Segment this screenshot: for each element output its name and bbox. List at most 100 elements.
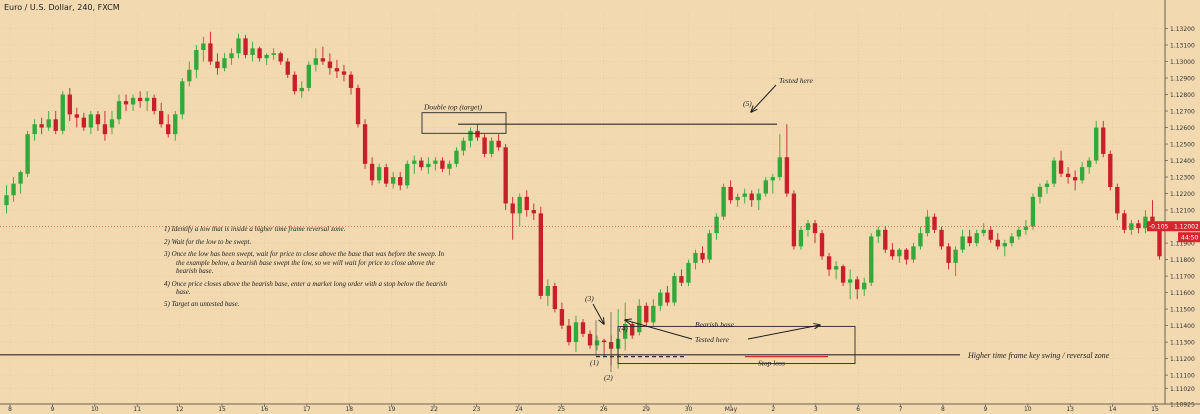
- candle-up: [376, 167, 382, 181]
- candle-up: [489, 140, 494, 154]
- candle-up: [686, 262, 691, 283]
- candle-down: [285, 61, 290, 75]
- candle-up: [714, 216, 719, 234]
- time-tick-label: 9: [983, 406, 987, 413]
- candle-up: [974, 233, 979, 244]
- time-tick-label: 17: [303, 406, 311, 413]
- price-tick-label: 1.11700: [1170, 274, 1195, 281]
- candle-up: [1087, 160, 1092, 168]
- candle-up: [1143, 216, 1148, 229]
- candle-down: [812, 223, 818, 234]
- candle-up: [447, 163, 452, 169]
- time-axis[interactable]: 8 9 10 11 12 15 16 17 18 19 22 23 24 25 26 29 30 May 2 3 6 7 8…: [0, 403, 1200, 413]
- candle-down: [700, 252, 705, 260]
- candle-down: [348, 74, 354, 88]
- candle-down: [362, 124, 368, 164]
- candle-down: [1101, 127, 1106, 154]
- candle-down: [904, 249, 909, 260]
- candle-down: [74, 114, 79, 118]
- candle-down: [123, 101, 129, 105]
- candle-down: [749, 193, 754, 201]
- tested-here-top-label: Tested here: [779, 76, 813, 85]
- time-tick-label: 18: [345, 406, 353, 413]
- time-tick-label: 26: [600, 406, 608, 413]
- candle-up: [222, 58, 227, 69]
- candle-up: [4, 195, 9, 206]
- candle-down: [890, 249, 895, 257]
- price-tick-label: 1.11900: [1170, 241, 1195, 248]
- candle-down: [939, 229, 944, 247]
- price-tick-label: 1.12100: [1170, 208, 1195, 215]
- candle-down: [566, 325, 572, 343]
- candle-up: [847, 279, 853, 283]
- candle-down: [482, 137, 487, 154]
- candle-up: [925, 216, 930, 234]
- candle-down: [665, 292, 670, 303]
- candle-up: [1023, 226, 1029, 230]
- price-axis[interactable]: 1.13200 1.13100 1.13000 1.12900 1.12800 1.127…: [1164, 0, 1200, 414]
- countdown-badge: 44:50: [1181, 235, 1198, 242]
- candle-down: [1058, 160, 1064, 174]
- candle-down: [334, 68, 340, 72]
- candle-down: [243, 38, 248, 55]
- candle-up: [173, 114, 178, 135]
- candle-down: [728, 186, 733, 201]
- candle-up: [953, 249, 958, 263]
- candle-up: [1129, 223, 1134, 230]
- candle-up: [271, 53, 276, 55]
- candle-up: [981, 229, 986, 234]
- price-tick-label: 1.11100: [1170, 373, 1195, 380]
- candle-down: [137, 97, 143, 102]
- time-tick-label: 2: [771, 406, 775, 413]
- price-tick-label: 1.12300: [1170, 175, 1195, 182]
- price-tick-label: 1.11800: [1170, 257, 1195, 264]
- candle-down: [292, 74, 297, 92]
- bearish-base-label: Bearish base: [695, 320, 735, 329]
- candle-up: [1079, 167, 1085, 181]
- double-top-label: Double top (target): [423, 102, 483, 111]
- candle-up: [391, 177, 396, 184]
- candle-up: [454, 150, 459, 164]
- candle-down: [840, 266, 846, 283]
- time-tick-label: 13: [1066, 406, 1074, 413]
- candle-up: [658, 292, 663, 306]
- candle-up: [201, 43, 206, 50]
- candle-up: [194, 49, 199, 70]
- time-tick-label: 11: [133, 406, 141, 413]
- candle-up: [405, 163, 410, 186]
- price-tick-label: 1.11500: [1170, 307, 1195, 314]
- candle-down: [151, 97, 157, 112]
- price-tick-label: 1.13100: [1170, 43, 1195, 50]
- candle-up: [594, 340, 600, 346]
- candle-down: [355, 87, 361, 125]
- price-tick-label: 1.12600: [1170, 125, 1195, 132]
- candle-down: [988, 229, 993, 240]
- time-tick-label: 9: [50, 406, 54, 413]
- candle-down: [946, 246, 951, 263]
- candle-up: [693, 252, 698, 263]
- time-tick-label: 7: [899, 406, 903, 413]
- time-tick-label: 14: [1109, 406, 1117, 413]
- candle-down: [601, 340, 607, 343]
- candle-up: [130, 97, 136, 105]
- candle-down: [559, 309, 565, 326]
- candle-up: [25, 134, 30, 174]
- price-tick-label: 1.12500: [1170, 142, 1195, 149]
- candle-up: [426, 163, 431, 168]
- candle-up: [1002, 243, 1007, 247]
- candle-up: [88, 114, 94, 128]
- candle-up: [116, 101, 122, 120]
- candle-up: [777, 157, 783, 178]
- candle-up: [46, 119, 51, 128]
- candle-up: [862, 282, 867, 290]
- tested-here-top-arrow: [751, 84, 777, 112]
- candle-up: [1016, 229, 1022, 237]
- candle-up: [1009, 236, 1015, 244]
- candle-down: [531, 210, 536, 214]
- time-tick-label: 19: [388, 406, 396, 413]
- candle-up: [306, 64, 311, 88]
- price-tick-label: 1.12800: [1170, 92, 1195, 99]
- grid: [0, 12, 1165, 405]
